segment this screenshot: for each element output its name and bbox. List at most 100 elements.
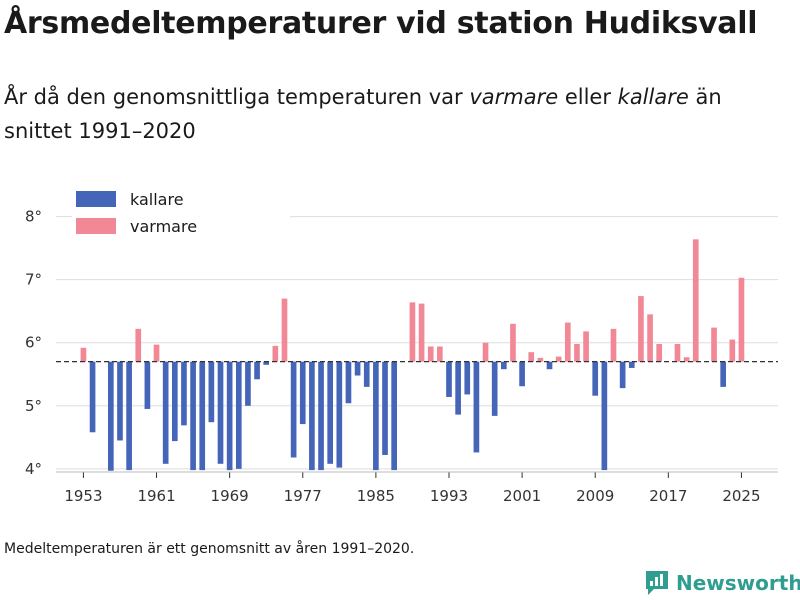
bar-1972 — [254, 361, 260, 380]
bar-2002 — [528, 352, 535, 362]
bar-1979 — [318, 361, 324, 471]
x-tick-label: 1953 — [64, 487, 102, 505]
y-tick-label: 8° — [25, 208, 42, 226]
bar-2019 — [683, 357, 690, 362]
bar-1965 — [190, 361, 196, 471]
bar-2007 — [574, 343, 580, 362]
bar-2024 — [729, 339, 736, 362]
y-tick-label: 4° — [25, 460, 42, 478]
legend-swatch-warmer — [76, 218, 116, 234]
bar-2014 — [638, 296, 644, 362]
bar-1953 — [80, 347, 87, 362]
bar-1993 — [446, 361, 452, 397]
bar-2022 — [711, 327, 717, 362]
chart-title: Årsmedeltemperaturer vid station Hudiksv… — [4, 6, 758, 41]
bar-1992 — [437, 346, 443, 362]
bar-2020 — [692, 239, 699, 362]
footnote: Medeltemperaturen är ett genomsnitt av å… — [4, 541, 415, 557]
subtitle-text-3: än snittet 1991–2020 — [4, 85, 722, 143]
y-tick-label: 7° — [25, 271, 42, 289]
bar-2001 — [519, 361, 525, 387]
subtitle-text-1: År då den genomsnittliga temperaturen va… — [4, 85, 470, 109]
x-tick-label: 1985 — [357, 487, 395, 505]
bar-1986 — [382, 361, 388, 455]
bar-1976 — [290, 361, 297, 458]
x-tick-label: 2025 — [722, 487, 760, 505]
bar-1962 — [162, 361, 169, 464]
x-tick-label: 2017 — [649, 487, 687, 505]
x-tick-label: 1977 — [284, 487, 322, 505]
bar-1994 — [455, 361, 461, 415]
bar-1959 — [135, 328, 142, 362]
bar-1967 — [208, 361, 215, 423]
bar-1960 — [144, 361, 151, 409]
x-tick-label: 1993 — [430, 487, 468, 505]
x-tick-label: 2001 — [503, 487, 541, 505]
bar-1985 — [373, 361, 379, 471]
subtitle-emph-warmer: varmare — [469, 85, 559, 109]
bar-2016 — [656, 343, 663, 362]
bar-1990 — [418, 303, 425, 362]
bar-1974 — [272, 345, 279, 362]
bar-1961 — [153, 344, 160, 362]
x-tick-label: 2009 — [576, 487, 614, 505]
bar-1999 — [500, 361, 507, 370]
subtitle-text-2: eller — [558, 85, 618, 109]
bar-1983 — [354, 361, 361, 376]
bar-1966 — [199, 361, 206, 471]
bar-2010 — [601, 361, 608, 471]
bar-2000 — [510, 323, 516, 362]
bar-1982 — [345, 361, 352, 404]
bar-1973 — [263, 361, 270, 365]
bar-1969 — [226, 361, 233, 471]
bar-1991 — [427, 346, 434, 362]
bar-2018 — [674, 343, 681, 362]
bar-1971 — [245, 361, 251, 406]
bar-1954 — [89, 361, 96, 433]
bar-2012 — [619, 361, 626, 389]
bar-1989 — [409, 302, 416, 362]
bar-1997 — [482, 342, 489, 362]
bar-2025 — [738, 277, 745, 362]
bar-1998 — [491, 361, 498, 416]
y-tick-label: 6° — [25, 334, 42, 352]
brand-name: Newsworthy — [676, 571, 800, 595]
y-axis: 4° 5° 6° 7° 8° — [25, 208, 42, 478]
x-tick-label: 1969 — [211, 487, 249, 505]
bar-2004 — [546, 361, 553, 370]
subtitle-emph-colder: kallare — [617, 85, 689, 109]
bar-1995 — [464, 361, 471, 395]
legend-label-warmer: varmare — [130, 217, 197, 236]
bar-1956 — [108, 361, 114, 471]
bar-2013 — [628, 361, 635, 368]
bar-2006 — [564, 322, 571, 362]
chart-legend: kallare varmare — [72, 186, 290, 242]
bar-2003 — [537, 357, 544, 362]
bar-1963 — [171, 361, 178, 442]
bar-1978 — [309, 361, 315, 471]
chart-subtitle: År då den genomsnittliga temperaturen va… — [4, 80, 764, 148]
legend-label-colder: kallare — [130, 190, 184, 209]
bar-1968 — [217, 361, 224, 464]
bar-2005 — [555, 356, 562, 362]
x-axis: 1953 1961 1969 1977 1985 1993 2001 2009 2017 2025 — [56, 471, 778, 505]
bar-1987 — [391, 361, 397, 471]
bar-1981 — [336, 361, 343, 468]
bar-1975 — [281, 298, 288, 362]
newsworthy-icon — [646, 571, 668, 595]
legend-swatch-colder — [76, 191, 116, 207]
bar-1980 — [327, 361, 334, 464]
bar-1977 — [299, 361, 306, 425]
bar-2009 — [592, 361, 599, 396]
x-tick-label: 1961 — [137, 487, 175, 505]
bar-2011 — [610, 328, 617, 362]
bar-1957 — [117, 361, 123, 441]
bar-1984 — [363, 361, 370, 387]
bar-1958 — [126, 361, 132, 471]
y-tick-label: 5° — [25, 397, 42, 415]
brand-logo: Newsworthy — [644, 568, 800, 598]
bar-series — [80, 239, 745, 471]
bar-2015 — [647, 314, 653, 362]
bar-1996 — [473, 361, 480, 453]
